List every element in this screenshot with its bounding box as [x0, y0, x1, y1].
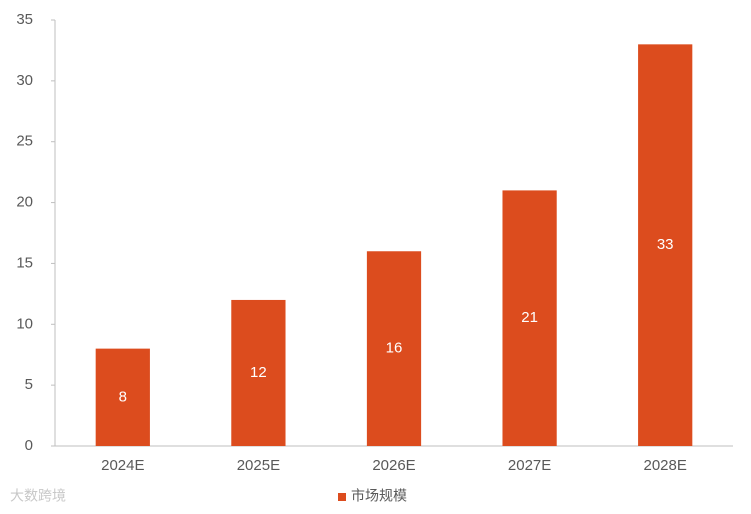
- y-tick-label: 25: [16, 133, 33, 150]
- value-label: 12: [250, 364, 267, 381]
- y-tick-label: 5: [25, 376, 33, 393]
- x-tick-label: 2026E: [372, 457, 415, 474]
- y-tick-label: 10: [16, 315, 33, 332]
- y-tick-label: 35: [16, 11, 33, 28]
- value-label: 8: [119, 388, 127, 405]
- watermark: 大数跨境: [10, 488, 66, 504]
- y-tick-label: 20: [16, 194, 33, 211]
- y-tick-label: 30: [16, 72, 33, 89]
- bar: [366, 251, 422, 446]
- x-tick-label: 2024E: [101, 457, 144, 474]
- value-label: 16: [386, 340, 403, 357]
- bar: [638, 44, 693, 446]
- y-tick-label: 0: [25, 437, 33, 454]
- legend-swatch: [338, 493, 346, 501]
- value-label: 21: [521, 309, 538, 326]
- x-tick-label: 2028E: [644, 457, 687, 474]
- bar: [95, 348, 150, 446]
- legend-label: 市场规模: [351, 488, 407, 504]
- bar: [502, 190, 557, 446]
- x-tick-label: 2027E: [508, 457, 551, 474]
- y-tick-label: 15: [16, 254, 33, 271]
- bar: [231, 299, 286, 446]
- x-tick-label: 2025E: [237, 457, 280, 474]
- value-label: 33: [657, 236, 674, 253]
